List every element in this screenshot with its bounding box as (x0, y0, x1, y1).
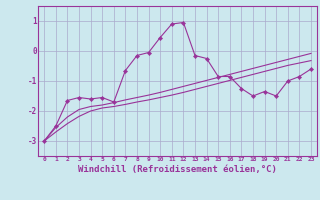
X-axis label: Windchill (Refroidissement éolien,°C): Windchill (Refroidissement éolien,°C) (78, 165, 277, 174)
